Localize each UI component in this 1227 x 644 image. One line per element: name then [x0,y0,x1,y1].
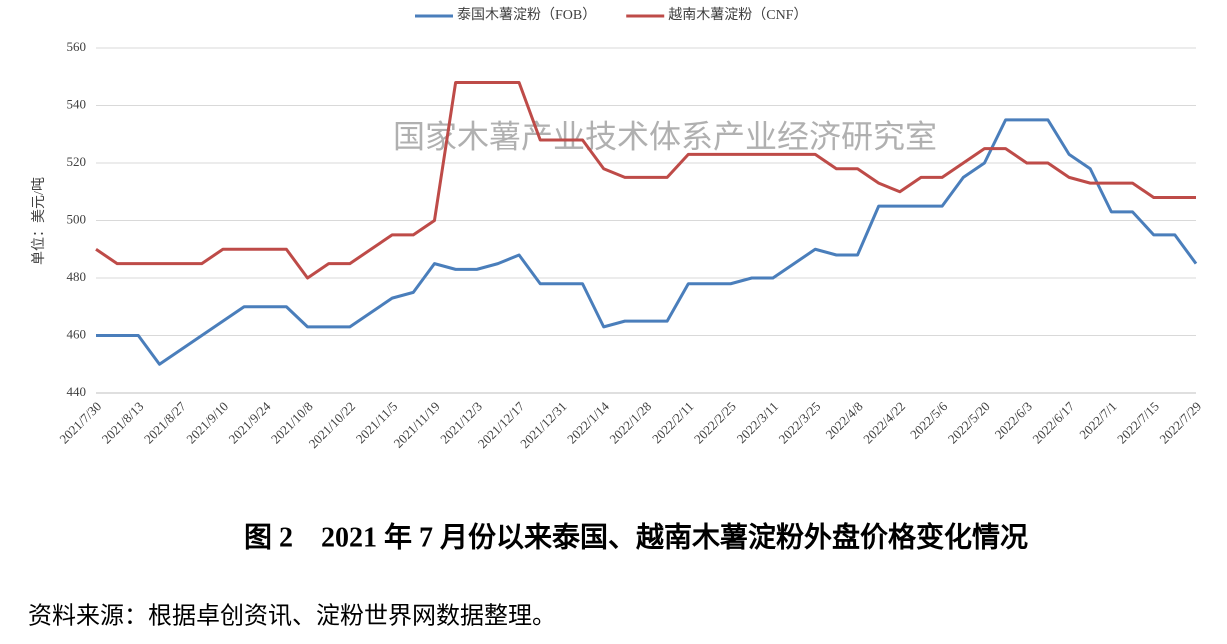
x-tick-label: 2022/4/22 [860,399,908,447]
x-tick-label: 2022/3/11 [734,399,782,447]
x-tick-label: 2022/7/15 [1114,399,1162,447]
x-tick-label: 2021/8/27 [141,398,189,446]
watermark: 国家木薯产业技术体系产业经济研究室 [393,118,937,154]
y-tick-label: 440 [67,384,87,399]
y-tick-label: 480 [67,269,87,284]
x-tick-label: 2021/12/31 [517,399,569,451]
x-tick-label: 2021/9/24 [226,398,274,446]
x-tick-label: 2021/9/10 [183,399,231,447]
caption: 图 2 2021 年 7 月份以来泰国、越南木薯淀粉外盘价格变化情况 [244,520,1028,553]
legend-label: 越南木薯淀粉（CNF） [668,7,807,23]
x-tick-label: 2022/3/25 [776,399,824,447]
y-axis-label: 单位：美元/吨 [31,177,47,265]
x-tick-label: 2022/6/17 [1029,398,1077,446]
x-tick-label: 2022/1/14 [564,398,612,446]
x-tick-label: 2021/11/19 [391,399,443,451]
x-tick-label: 2022/5/20 [945,399,993,447]
y-tick-label: 500 [67,211,87,226]
x-tick-label: 2021/7/30 [56,399,104,447]
y-tick-label: 540 [67,96,87,111]
x-tick-label: 2021/8/13 [99,399,147,447]
x-tick-label: 2022/7/29 [1156,399,1204,447]
x-tick-label: 2021/10/22 [306,399,358,451]
x-tick-label: 2022/2/11 [649,399,697,447]
source-note: 资料来源：根据卓创资讯、淀粉世界网数据整理。 [28,603,556,630]
series-line [96,118,1198,366]
y-tick-label: 520 [67,154,87,169]
y-tick-label: 460 [67,326,87,341]
series-line [95,81,1196,280]
x-tick-label: 2022/1/28 [606,399,654,447]
y-tick-label: 560 [67,39,87,54]
x-tick-label: 2022/2/25 [691,399,739,447]
legend-label: 泰国木薯淀粉（FOB） [457,7,596,23]
